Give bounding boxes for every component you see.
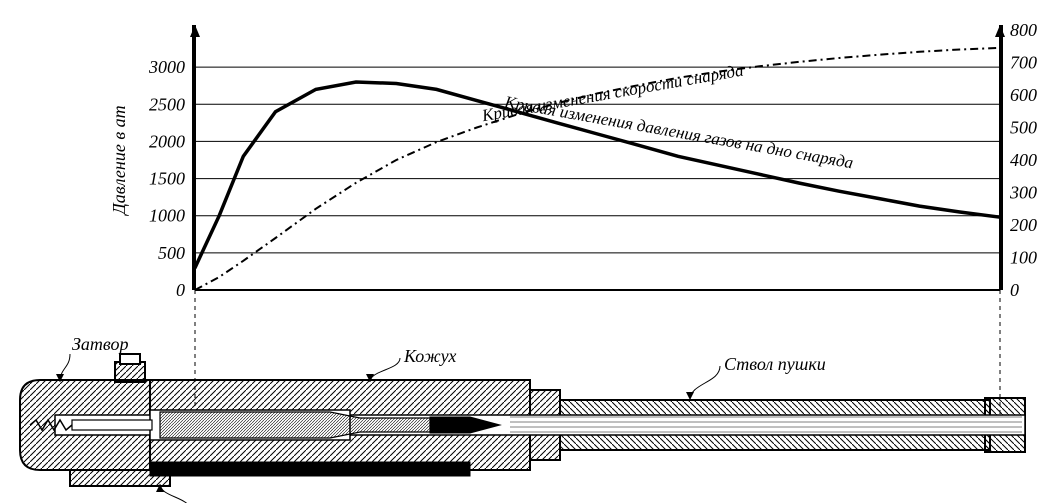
left-tick: 500 xyxy=(158,243,185,263)
label-breech-section: Казенная часть xyxy=(191,499,314,503)
right-tick: 400 xyxy=(1010,150,1037,170)
right-tick: 200 xyxy=(1010,215,1037,235)
right-tick: 0 xyxy=(1010,280,1019,300)
right-tick: 800 xyxy=(1010,20,1037,40)
left-tick: 1500 xyxy=(149,169,185,189)
left-tick: 3000 xyxy=(148,57,185,77)
left-tick: 1000 xyxy=(149,206,185,226)
label-jacket: Кожух xyxy=(403,346,456,366)
label-barrel: Ствол пушки xyxy=(724,354,826,374)
right-tick: 300 xyxy=(1009,183,1037,203)
right-tick: 600 xyxy=(1010,85,1037,105)
right-tick: 100 xyxy=(1010,248,1037,268)
left-tick: 2500 xyxy=(149,94,185,114)
left-axis-label: Давление в ат xyxy=(109,105,129,216)
left-tick: 0 xyxy=(176,280,185,300)
left-tick: 2000 xyxy=(149,131,185,151)
velocity-curve xyxy=(195,48,1000,290)
label-breech-lock: Затвор xyxy=(72,334,129,354)
gun-diagram: Затвор Кожух Ствол пушки Казенная часть xyxy=(20,334,1025,503)
right-tick: 500 xyxy=(1010,118,1037,138)
right-tick: 700 xyxy=(1010,53,1037,73)
ballistics-chart: 0 500 1000 1500 2000 2500 3000 0 100 200 300 400 500… xyxy=(109,20,1047,300)
